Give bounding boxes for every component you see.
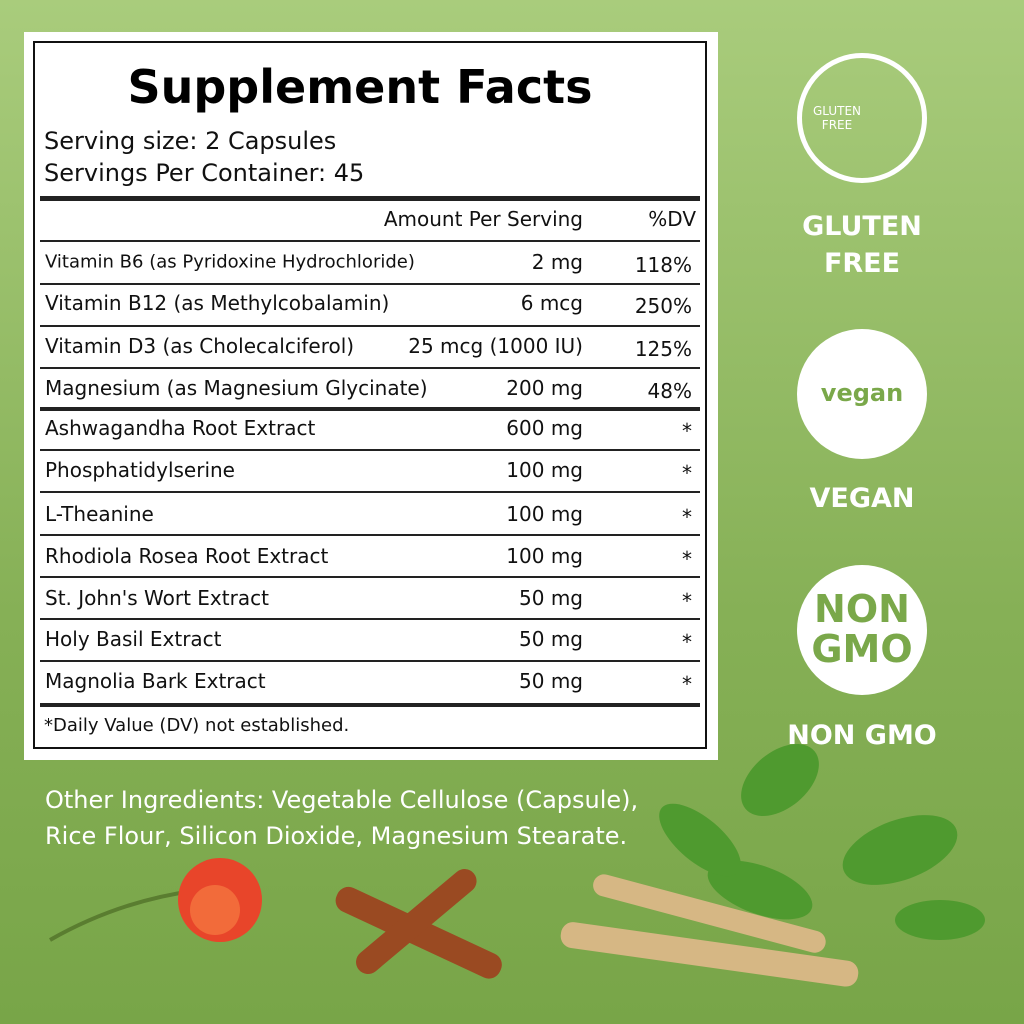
ingredient-amount: 6 mcg [520, 291, 583, 315]
rule [40, 407, 700, 411]
rule [40, 703, 700, 707]
badge-label-line: FREE [823, 248, 901, 279]
ingredient-name: Phosphatidylserine [45, 458, 235, 482]
other-line: Rice Flour, Silicon Dioxide, Magnesium S… [45, 822, 628, 850]
thick-rule [40, 196, 700, 201]
ingredient-amount: 100 mg [506, 502, 583, 526]
ingredient-amount: 2 mg [531, 250, 583, 274]
safflower [49, 858, 262, 942]
ingredient-name: Magnolia Bark Extract [45, 669, 266, 693]
badge-label-line: VEGAN [809, 483, 915, 514]
footnote: *Daily Value (DV) not established. [44, 715, 350, 736]
rule [40, 283, 700, 285]
rule [40, 660, 700, 662]
badge-icon: NON GMO [797, 565, 927, 695]
rule [40, 576, 700, 578]
serving-size: Serving size: 2 Capsules [44, 127, 337, 155]
ingredient-amount: 50 mg [519, 669, 583, 693]
ingredient-dv: * [682, 419, 692, 443]
cinnamon [335, 869, 502, 979]
servings-per-container: Servings Per Container: 45 [44, 159, 365, 187]
badge-icon-text: GMO [811, 627, 913, 671]
other-ingredients: Other Ingredients: Vegetable Cellulose (… [45, 782, 638, 854]
label-border [33, 41, 707, 749]
ingredient-amount: 50 mg [519, 627, 583, 651]
badge-label-line: GLUTEN [802, 211, 922, 242]
title: Supplement Facts [127, 60, 593, 114]
rule [40, 449, 700, 451]
ingredient-name: Rhodiola Rosea Root Extract [45, 544, 329, 568]
ingredient-name: L-Theanine [45, 502, 154, 526]
ingredient-name: Vitamin B12 (as Methylcobalamin) [45, 291, 390, 315]
ingredient-amount: 100 mg [506, 544, 583, 568]
badge-icon-text: NON [814, 587, 910, 632]
ingredient-dv: * [682, 589, 692, 613]
ingredient-dv: 250% [634, 294, 692, 318]
ingredient-dv: * [682, 505, 692, 529]
ingredient-dv: * [682, 630, 692, 654]
other-line: Other Ingredients: Vegetable Cellulose (… [45, 786, 639, 814]
ingredient-amount: 200 mg [506, 376, 583, 400]
badge-icon-text: GLUTEN [812, 104, 862, 118]
ingredient-name: St. John's Wort Extract [45, 586, 269, 610]
rule [40, 367, 700, 369]
ingredient-name: Magnesium (as Magnesium Glycinate) [45, 376, 428, 400]
rule [40, 534, 700, 536]
header-amount: Amount Per Serving [383, 207, 583, 231]
header-dv: %DV [648, 207, 696, 231]
roots [560, 874, 859, 987]
decor [49, 743, 985, 987]
ingredient-dv: * [682, 461, 692, 485]
rule [40, 618, 700, 620]
badge-label-line: NON GMO [787, 720, 937, 751]
ingredient-amount: 100 mg [506, 458, 583, 482]
badge-icon-text: vegan [820, 379, 904, 408]
ingredient-dv: 125% [634, 337, 692, 361]
ingredient-name: Holy Basil Extract [45, 627, 222, 651]
badge-icon: vegan [797, 329, 927, 459]
rule [40, 240, 700, 242]
rule [40, 325, 700, 327]
ingredient-name: Vitamin B6 (as Pyridoxine Hydrochloride) [45, 251, 415, 273]
ingredient-amount: 25 mcg (1000 IU) [408, 334, 583, 358]
ingredient-amount: 600 mg [506, 416, 583, 440]
ingredient-amount: 50 mg [519, 586, 583, 610]
badge-label: NON GMO [762, 717, 962, 754]
badge-icon: GLUTEN FREE [797, 53, 927, 183]
rule [40, 491, 700, 493]
ingredient-dv: * [682, 672, 692, 696]
ingredient-dv: * [682, 547, 692, 571]
badge-icon-text: FREE [821, 118, 853, 132]
ingredient-name: Vitamin D3 (as Cholecalciferol) [45, 334, 355, 358]
badge-label: VEGAN [762, 480, 962, 517]
ingredient-dv: 118% [634, 253, 692, 277]
leaves [659, 743, 985, 940]
badge-label: GLUTEN FREE [762, 208, 962, 282]
label-panel [24, 32, 718, 760]
ingredient-name: Ashwagandha Root Extract [45, 416, 316, 440]
ingredient-dv: 48% [647, 379, 692, 403]
